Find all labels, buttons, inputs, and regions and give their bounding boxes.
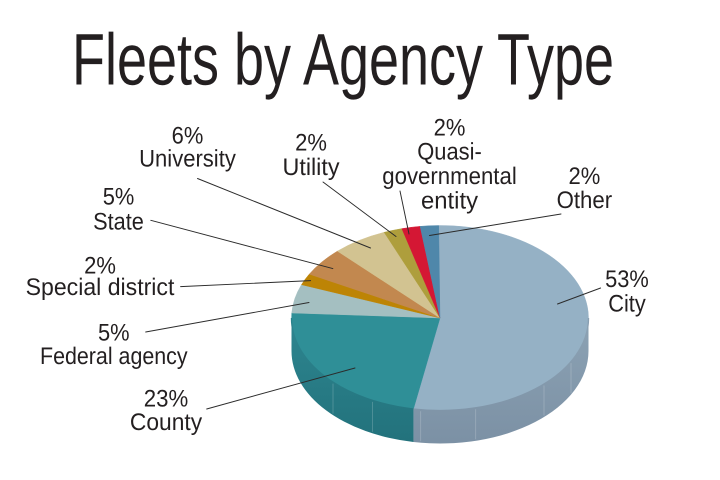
svg-text:governmental: governmental bbox=[382, 163, 517, 190]
svg-text:2%: 2% bbox=[295, 130, 327, 157]
svg-text:Special district: Special district bbox=[26, 274, 175, 301]
svg-text:State: State bbox=[93, 208, 144, 235]
svg-text:City: City bbox=[608, 290, 646, 317]
svg-text:University: University bbox=[139, 146, 236, 173]
svg-text:Quasi-: Quasi- bbox=[417, 139, 482, 166]
svg-text:5%: 5% bbox=[103, 183, 135, 210]
svg-text:23%: 23% bbox=[144, 386, 189, 413]
svg-text:5%: 5% bbox=[98, 319, 130, 346]
svg-text:2%: 2% bbox=[569, 163, 601, 190]
svg-text:Other: Other bbox=[557, 187, 613, 214]
svg-text:County: County bbox=[130, 409, 202, 436]
svg-text:Federal agency: Federal agency bbox=[40, 343, 188, 370]
svg-text:Fleets by Agency Type: Fleets by Agency Type bbox=[72, 20, 614, 101]
svg-text:53%: 53% bbox=[605, 266, 649, 293]
svg-text:6%: 6% bbox=[172, 122, 204, 149]
svg-text:2%: 2% bbox=[434, 115, 466, 142]
svg-text:Utility: Utility bbox=[283, 154, 340, 181]
svg-text:2%: 2% bbox=[84, 253, 116, 280]
svg-text:entity: entity bbox=[421, 188, 478, 215]
